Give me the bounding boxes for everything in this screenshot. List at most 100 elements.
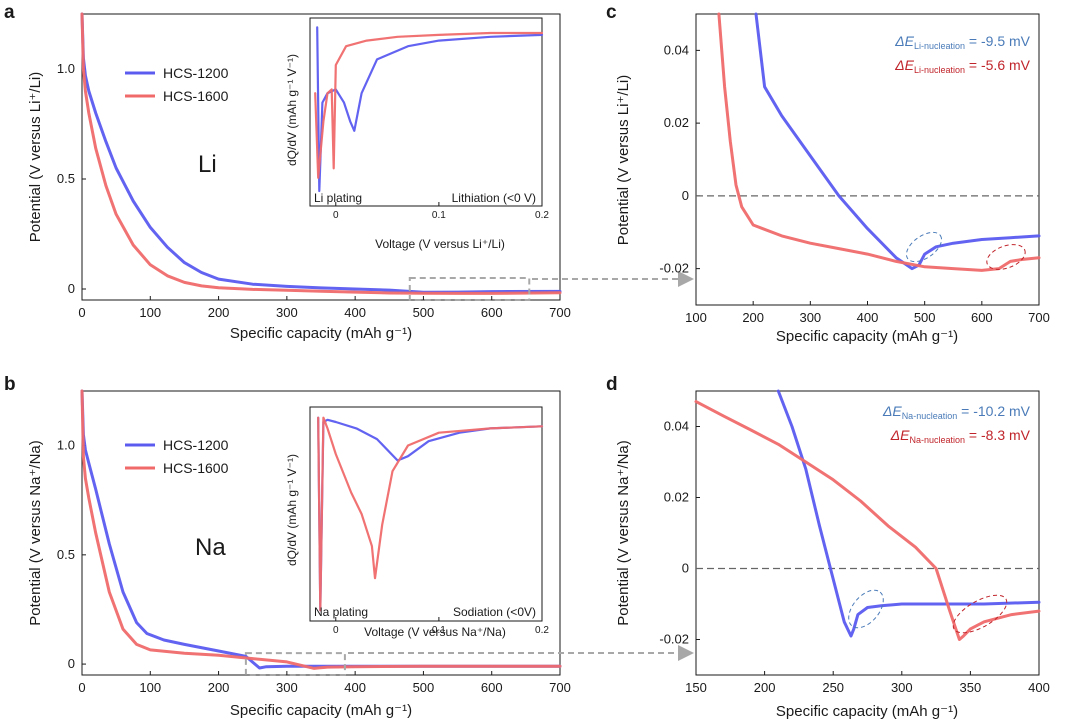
panel-letter-b: b — [4, 374, 16, 395]
x-tick-label-a-inset-0.1: 0.1 — [432, 210, 446, 221]
inset-y-label-b: dQ/dV (mAh g⁻¹ V⁻¹) — [285, 454, 299, 566]
annotation-d-hcs1600: ΔENa-nucleation = -8.3 mV — [890, 427, 1031, 445]
x-tick-label-b-inset-0: 0 — [333, 625, 339, 636]
panel-letter-d: d — [606, 374, 618, 395]
x-tick-label-b-700: 700 — [549, 680, 571, 695]
legend-label-hcs1600-a: HCS-1600 — [163, 88, 229, 104]
x-tick-label-c-400: 400 — [857, 310, 879, 325]
inset-series-a — [314, 26, 544, 193]
x-tick-label-a-inset-0: 0 — [333, 210, 339, 221]
series-group-a — [80, 12, 562, 295]
panel-letter-c: c — [606, 2, 617, 23]
inset-b: 0 0.1 0.2 dQ/dV (mAh g⁻¹ V⁻¹) Voltage (V v… — [285, 406, 549, 639]
series-group-c — [696, 12, 1041, 272]
x-tick-label-d-150: 150 — [685, 680, 707, 695]
inset-note-na-plating: Na plating — [314, 605, 368, 619]
x-tick-label-b-inset-0.2: 0.2 — [535, 625, 549, 636]
nucleation-ellipse-c-hcs1200 — [905, 231, 943, 263]
inset-frame-a — [309, 17, 543, 207]
panel-letter-a: a — [4, 2, 15, 23]
y-axis-label-b: Potential (V versus Na⁺/Na) — [27, 440, 44, 626]
series-line-b-inset-hcs-1600 — [317, 416, 544, 612]
ann-c2-post: = -5.6 mV — [965, 57, 1031, 73]
ann-d2-sub: Na-nucleation — [909, 435, 965, 445]
y-tick-label-a-1.0: 1.0 — [57, 61, 75, 76]
panel-d: d 150 200 250 300 350 400 0.04 0.02 0 -0.02 Speci… — [606, 374, 1050, 720]
inset-x-label-a: Voltage (V versus Li⁺/Li) — [375, 237, 505, 251]
ticks-d: 150 200 250 300 350 400 0.04 0.02 0 -0.02 — [659, 419, 1049, 696]
inset-note-lithiation: Lithiation (<0 V) — [452, 191, 536, 205]
ann-d1-sub: Na-nucleation — [902, 411, 958, 421]
y-tick-label-d-0: 0 — [682, 561, 689, 576]
x-tick-label-a-400: 400 — [344, 305, 366, 320]
y-tick-label-d-0.04: 0.04 — [664, 419, 689, 434]
element-label-li: Li — [198, 151, 217, 178]
x-tick-label-a-200: 200 — [208, 305, 230, 320]
ann-d1-pre: ΔE — [882, 403, 902, 419]
y-tick-label-a-0: 0 — [68, 281, 75, 296]
series-line-d-hcs-1600 — [694, 400, 1041, 641]
x-tick-label-a-500: 500 — [413, 305, 435, 320]
zoom-box-a — [408, 277, 531, 301]
legend-label-hcs1200-b: HCS-1200 — [163, 437, 229, 453]
plot-frame-d — [695, 390, 1040, 676]
x-tick-label-c-600: 600 — [971, 310, 993, 325]
inset-note-li-plating: Li plating — [314, 191, 362, 205]
inset-a: 0 0.1 0.2 dQ/dV (mAh g⁻¹ V⁻¹) Voltage (V v… — [285, 17, 549, 251]
y-tick-label-c-0: 0 — [682, 188, 689, 203]
x-tick-label-a-600: 600 — [481, 305, 503, 320]
x-tick-label-d-250: 250 — [822, 680, 844, 695]
y-tick-label-c-0.02: 0.02 — [664, 115, 689, 130]
x-tick-label-d-300: 300 — [891, 680, 913, 695]
x-tick-label-c-500: 500 — [914, 310, 936, 325]
annotation-c-hcs1200: ΔELi-nucleation = -9.5 mV — [894, 33, 1030, 51]
x-tick-label-c-100: 100 — [685, 310, 707, 325]
ann-d2-pre: ΔE — [890, 427, 910, 443]
y-tick-label-c--0.02: -0.02 — [659, 261, 689, 276]
series-line-c-hcs-1600 — [717, 12, 1041, 272]
nucleation-ellipse-c-hcs1600 — [986, 244, 1026, 270]
x-tick-label-b-500: 500 — [413, 680, 435, 695]
x-tick-label-c-300: 300 — [799, 310, 821, 325]
inset-ticks-b: 0 0.1 0.2 — [333, 617, 549, 636]
series-group-b — [80, 389, 562, 670]
inset-ticks-a: 0 0.1 0.2 — [333, 202, 549, 221]
x-tick-label-b-100: 100 — [139, 680, 161, 695]
series-line-a-hcs-1600 — [80, 12, 562, 295]
ticks-c: 100 200 300 400 500 600 700 0.04 0.02 0 -0.02 — [659, 42, 1049, 325]
inset-note-sodiation: Sodiation (<0V) — [453, 605, 536, 619]
x-tick-label-a-100: 100 — [139, 305, 161, 320]
inset-x-label-b: Voltage (V versus Na⁺/Na) — [364, 625, 506, 639]
ann-c2-sub: Li-nucleation — [914, 65, 965, 75]
y-axis-label-d: Potential (V versus Na⁺/Na) — [615, 440, 632, 626]
series-line-b-hcs-1600 — [80, 389, 562, 670]
x-tick-label-d-200: 200 — [754, 680, 776, 695]
zoom-box-b — [244, 652, 346, 677]
x-tick-label-b-200: 200 — [208, 680, 230, 695]
legend-label-hcs1200-a: HCS-1200 — [163, 65, 229, 81]
inset-y-label-a: dQ/dV (mAh g⁻¹ V⁻¹) — [285, 54, 299, 166]
x-tick-label-a-300: 300 — [276, 305, 298, 320]
series-group-d — [694, 389, 1041, 641]
ticks-a: 0 100 200 300 400 500 600 700 0 0.5 1.0 — [57, 61, 571, 320]
ticks-b: 0 100 200 300 400 500 600 700 0 0.5 1.0 — [57, 438, 571, 695]
x-tick-label-d-400: 400 — [1028, 680, 1050, 695]
y-tick-label-d-0.02: 0.02 — [664, 490, 689, 505]
legend-label-hcs1600-b: HCS-1600 — [163, 460, 229, 476]
y-tick-label-b-0: 0 — [68, 656, 75, 671]
nucleation-ellipse-d-hcs1600 — [952, 594, 1008, 634]
y-axis-label-a: Potential (V versus Li⁺/Li) — [27, 72, 44, 243]
series-line-c-hcs-1200 — [754, 12, 1041, 271]
annotation-d-hcs1200: ΔENa-nucleation = -10.2 mV — [882, 403, 1031, 421]
x-tick-label-d-350: 350 — [960, 680, 982, 695]
series-line-d-hcs-1200 — [776, 389, 1041, 638]
ann-c1-sub: Li-nucleation — [914, 41, 965, 51]
plot-frame-a — [81, 13, 561, 301]
x-tick-label-c-200: 200 — [742, 310, 764, 325]
x-axis-label-a: Specific capacity (mAh g⁻¹) — [230, 325, 412, 342]
y-tick-label-b-0.5: 0.5 — [57, 547, 75, 562]
y-axis-label-c: Potential (V versus Li⁺/Li) — [615, 75, 632, 246]
x-tick-label-a-inset-0.2: 0.2 — [535, 210, 549, 221]
series-line-a-inset-hcs-1200 — [316, 26, 544, 193]
